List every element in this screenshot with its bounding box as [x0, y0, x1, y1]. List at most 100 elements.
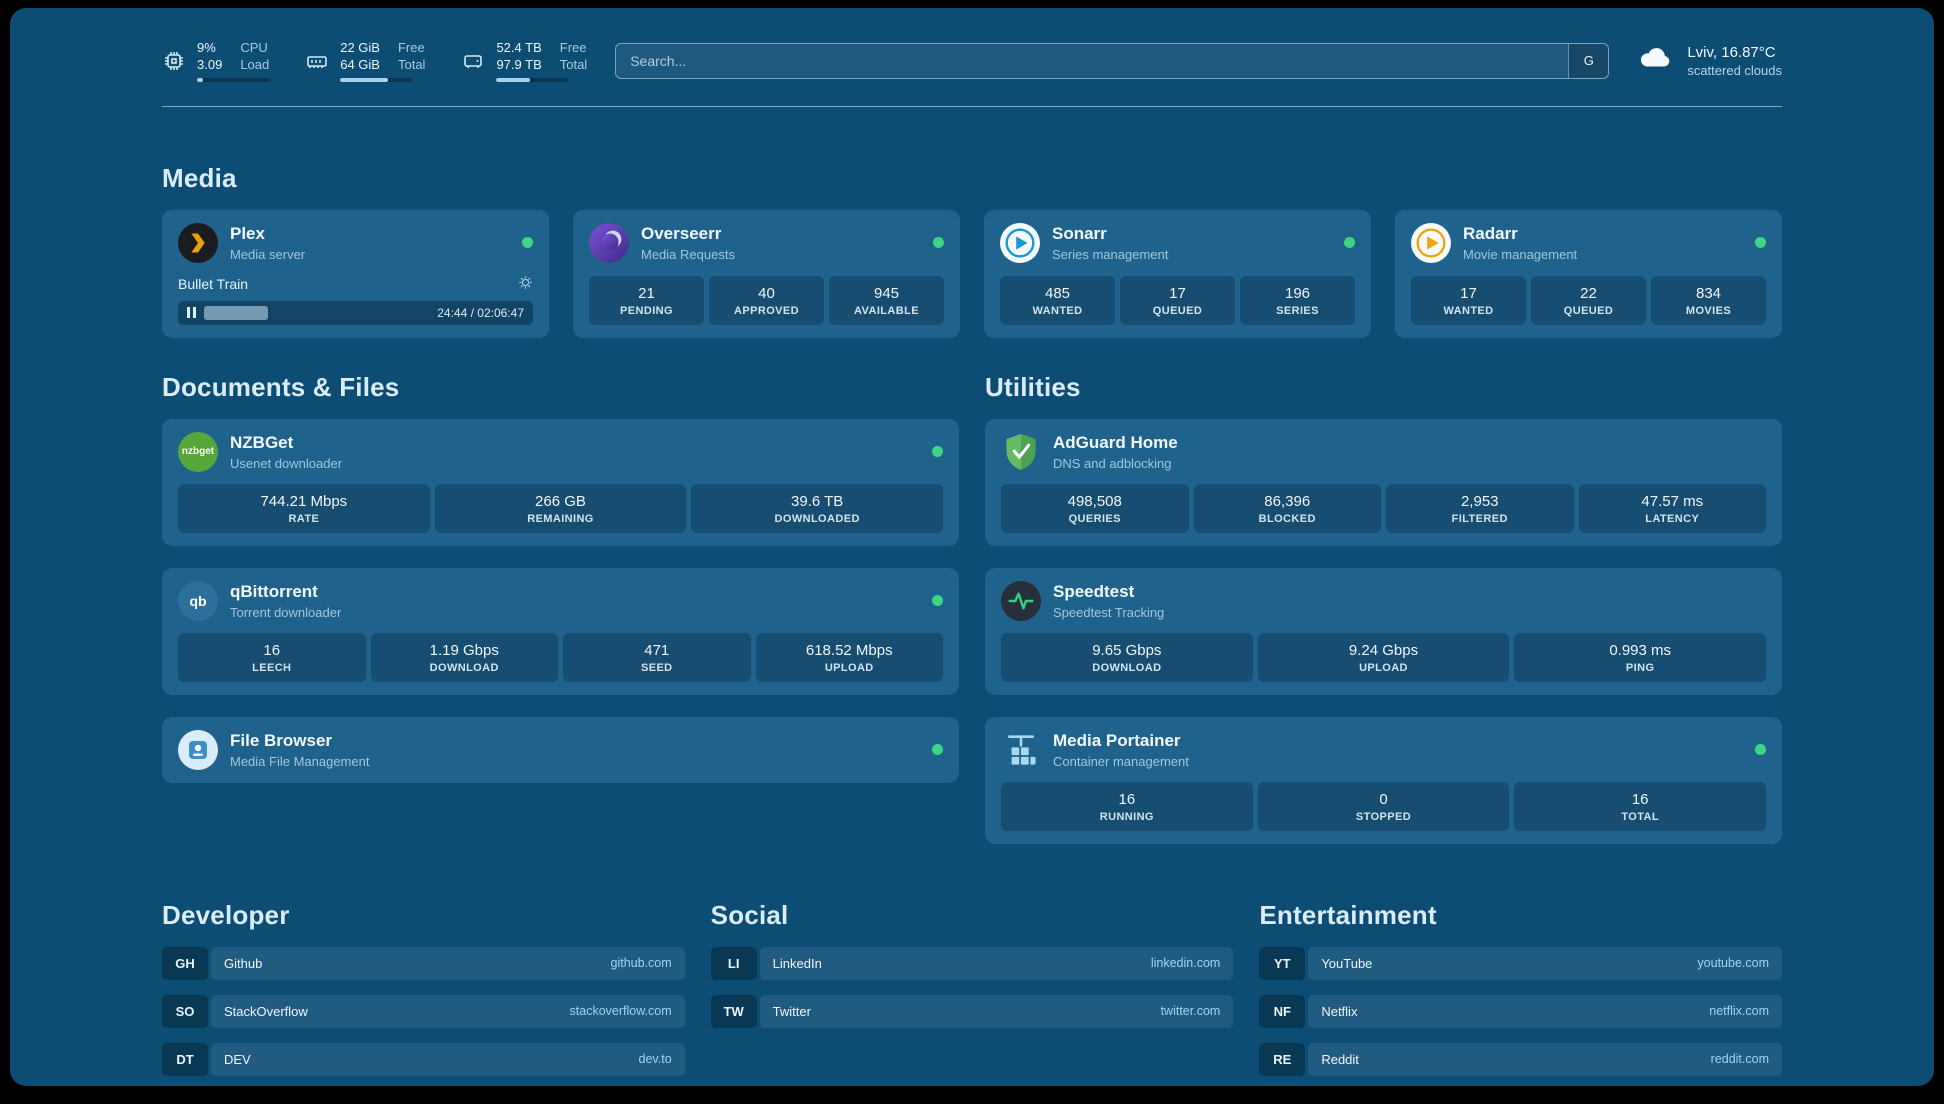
bookmark-name: YouTube	[1321, 955, 1373, 971]
search-input[interactable]	[616, 43, 1569, 78]
stat-label: DOWNLOADED	[774, 512, 860, 525]
weather-cloud-icon	[1637, 45, 1675, 76]
bookmark-dev[interactable]: DT DEV dev.to	[162, 1042, 685, 1076]
bookmark-name: Github	[224, 955, 263, 971]
weather-widget: Lviv, 16.87°C scattered clouds	[1637, 44, 1782, 78]
bookmark-abbr: NF	[1259, 994, 1306, 1028]
service-description: Usenet downloader	[230, 455, 343, 471]
sonarr-card[interactable]: Sonarr Series management 485 WANTED 17 Q…	[984, 209, 1371, 338]
service-name: NZBGet	[230, 433, 294, 452]
media-grid: Plex Media server Bullet Train	[162, 209, 1782, 338]
utilities-section-title: Utilities	[985, 371, 1081, 402]
pause-icon[interactable]	[187, 307, 196, 319]
radarr-card[interactable]: Radarr Movie management 17 WANTED 22 QUE…	[1395, 209, 1782, 338]
stat: 16 TOTAL	[1514, 781, 1766, 831]
service-name: Overseerr	[641, 224, 722, 243]
nzbget-card[interactable]: nzbget NZBGet Usenet downloader 744.21 M…	[162, 418, 959, 546]
bookmark-name: DEV	[224, 1051, 251, 1067]
stat: 39.6 TB DOWNLOADED	[691, 483, 943, 533]
bookmark-stackoverflow[interactable]: SO StackOverflow stackoverflow.com	[162, 994, 685, 1028]
entertainment-bookmarks: Entertainment YT YouTube youtube.com NF …	[1259, 900, 1782, 1076]
bookmark-url: youtube.com	[1697, 956, 1769, 971]
status-dot	[933, 237, 944, 249]
stat: 47.57 ms LATENCY	[1578, 483, 1766, 533]
bookmark-github[interactable]: GH Github github.com	[162, 946, 685, 980]
qbittorrent-card[interactable]: qb qBittorrent Torrent downloader 16 LEE…	[162, 567, 959, 695]
settings-icon[interactable]	[518, 275, 533, 293]
search-bar[interactable]: G	[615, 42, 1610, 79]
filebrowser-icon	[178, 729, 218, 770]
bookmark-abbr: GH	[162, 946, 208, 980]
cpu-label-top: CPU	[240, 40, 268, 55]
stat-value: 0	[1379, 790, 1388, 808]
bookmark-url: twitter.com	[1160, 1004, 1221, 1019]
bookmark-bar: Netflix netflix.com	[1308, 994, 1782, 1028]
stat-label: STOPPED	[1355, 810, 1412, 823]
stat-value: 47.57 ms	[1641, 492, 1704, 510]
status-dot	[1755, 744, 1766, 756]
stat-value: 16	[1631, 790, 1649, 808]
speedtest-card[interactable]: Speedtest Speedtest Tracking 9.65 Gbps D…	[985, 567, 1782, 695]
sonarr-card-header: Sonarr Series management	[1000, 222, 1355, 263]
cpu-progress-fill	[197, 77, 204, 82]
plex-card[interactable]: Plex Media server Bullet Train	[162, 209, 549, 338]
ram-widget: 22 GiB Free 64 GiB Total	[305, 40, 425, 82]
disk-free: 52.4 TB	[496, 40, 542, 55]
bookmark-name: StackOverflow	[224, 1003, 308, 1019]
entertainment-section-title: Entertainment	[1259, 899, 1437, 930]
disk-readout: 52.4 TB Free 97.9 TB Total	[496, 40, 587, 82]
portainer-card[interactable]: Media Portainer Container management 16 …	[985, 716, 1782, 844]
ram-label-top: Free	[397, 40, 425, 55]
cpu-usage: 9%	[197, 40, 216, 55]
bookmark-name: Reddit	[1321, 1051, 1359, 1067]
stat-value: 498,508	[1067, 492, 1122, 510]
bookmark-bar: LinkedIn linkedin.com	[759, 946, 1234, 980]
bookmark-bar: StackOverflow stackoverflow.com	[211, 994, 685, 1028]
service-description: DNS and adblocking	[1053, 455, 1172, 471]
disk-label-bottom: Total	[559, 56, 588, 72]
service-name: Plex	[230, 224, 265, 243]
bookmark-reddit[interactable]: RE Reddit reddit.com	[1259, 1042, 1782, 1076]
stat: 16 LEECH	[178, 632, 366, 682]
bookmark-bar: DEV dev.to	[211, 1042, 685, 1076]
filebrowser-card-header: File Browser Media File Management	[178, 729, 943, 770]
stat-label: MOVIES	[1685, 304, 1732, 317]
stat-label: AVAILABLE	[854, 304, 919, 317]
bookmark-abbr: DT	[162, 1042, 208, 1076]
bookmark-twitter[interactable]: TW Twitter twitter.com	[710, 994, 1234, 1028]
stat: 945 AVAILABLE	[829, 275, 944, 325]
stat-value: 86,396	[1264, 492, 1311, 510]
filebrowser-card[interactable]: File Browser Media File Management	[162, 716, 959, 783]
status-dot	[932, 446, 943, 458]
sonarr-icon	[1000, 222, 1040, 263]
now-playing-title: Bullet Train	[178, 275, 249, 292]
playback-progress	[204, 305, 269, 320]
stat: 21 PENDING	[589, 275, 704, 325]
status-dot	[932, 595, 943, 607]
stat-value: 39.6 TB	[791, 492, 844, 510]
stat-value: 22	[1580, 284, 1597, 302]
status-dot	[1755, 237, 1766, 249]
stat-value: 196	[1284, 284, 1311, 302]
service-name: Radarr	[1463, 224, 1518, 243]
system-monitors: 9% CPU 3.09 Load	[162, 40, 587, 82]
bookmark-linkedin[interactable]: LI LinkedIn linkedin.com	[710, 946, 1234, 980]
adguard-card[interactable]: AdGuard Home DNS and adblocking 498,508 …	[985, 418, 1782, 546]
stat-label: RATE	[288, 512, 320, 525]
qbittorrent-icon: qb	[178, 580, 218, 621]
overseerr-card-header: Overseerr Media Requests	[589, 222, 944, 263]
stat-label: PENDING	[620, 304, 673, 317]
status-dot	[932, 744, 943, 756]
adguard-stats: 498,508 QUERIES 86,396 BLOCKED 2,953 FIL…	[1001, 472, 1766, 533]
stat-value: 17	[1460, 284, 1477, 302]
stat-value: 9.24 Gbps	[1348, 641, 1419, 659]
overseerr-card[interactable]: Overseerr Media Requests 21 PENDING 40 A…	[573, 209, 960, 338]
utilities-section: Utilities AdGuard Home	[985, 372, 1782, 844]
bookmark-youtube[interactable]: YT YouTube youtube.com	[1259, 946, 1782, 980]
bookmark-netflix[interactable]: NF Netflix netflix.com	[1259, 994, 1782, 1028]
stat-value: 834	[1695, 284, 1722, 302]
stat-value: 485	[1044, 284, 1071, 302]
search-engine-button[interactable]: G	[1568, 43, 1609, 78]
disk-progress-fill	[496, 77, 530, 82]
cpu-progress-bar	[197, 77, 269, 82]
